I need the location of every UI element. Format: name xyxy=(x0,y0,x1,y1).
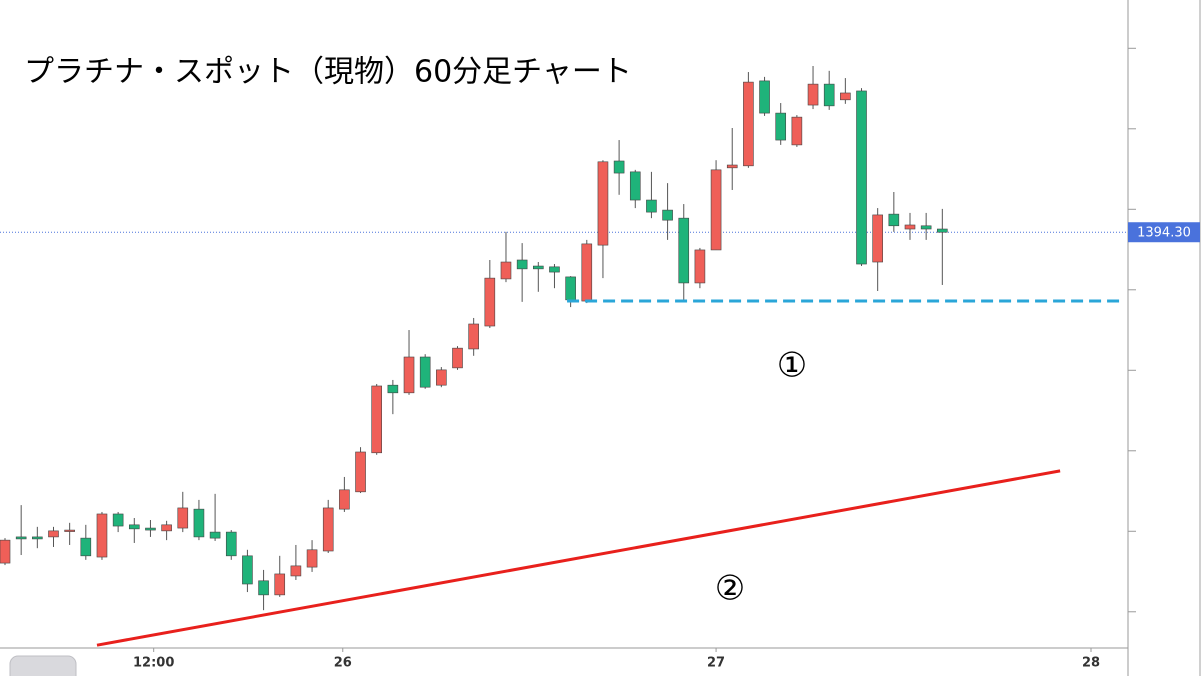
candle-body xyxy=(193,508,205,538)
candle-body xyxy=(710,169,722,251)
candle-body xyxy=(128,524,140,530)
candle-body xyxy=(856,90,867,265)
candle-body xyxy=(290,565,302,577)
candle-body xyxy=(937,228,948,233)
candle-body xyxy=(258,580,269,596)
candle-body xyxy=(840,92,851,101)
candle-body xyxy=(80,537,92,557)
candle-body xyxy=(775,112,787,141)
candle-body xyxy=(387,384,399,394)
candle-body xyxy=(64,529,75,532)
candle-body xyxy=(791,116,803,146)
candle-body xyxy=(872,214,883,263)
candle-body xyxy=(0,539,11,564)
last-price-box xyxy=(1128,222,1200,243)
candle-body xyxy=(500,261,512,280)
candle-body xyxy=(823,83,835,107)
annotation: ② xyxy=(715,569,745,609)
candle-body xyxy=(209,531,221,539)
candle-body xyxy=(613,160,625,174)
candle-body xyxy=(15,536,27,540)
candle-body xyxy=(662,209,673,221)
candle-body xyxy=(629,171,641,201)
candle-body xyxy=(920,225,932,230)
candle-body xyxy=(678,217,690,284)
candle-body xyxy=(743,81,754,167)
candle-body xyxy=(533,265,544,270)
candle-body xyxy=(646,199,657,213)
nav-button[interactable] xyxy=(9,655,77,676)
candle-body xyxy=(888,213,900,227)
candle-body xyxy=(904,224,916,230)
candle-body xyxy=(225,531,237,557)
candle-body xyxy=(145,527,156,531)
candle-body xyxy=(306,549,318,568)
candle-body xyxy=(32,536,43,540)
candle-body xyxy=(436,369,447,386)
candle-body xyxy=(339,489,350,510)
candle-body xyxy=(355,451,366,493)
x-tick-label: 12:00 xyxy=(133,656,174,671)
candle-body xyxy=(807,83,819,106)
x-tick-label: 28 xyxy=(1082,656,1100,671)
candle-body xyxy=(48,530,59,538)
candle-body xyxy=(565,276,576,301)
candle-body xyxy=(371,385,383,454)
candle-body xyxy=(403,356,415,394)
candle-body xyxy=(419,356,431,388)
candle-body xyxy=(322,507,334,552)
last-price-label: 1394.30 xyxy=(1137,226,1191,241)
candle-body xyxy=(177,507,189,529)
candle-body xyxy=(112,513,124,527)
candle-body xyxy=(484,277,496,327)
candle-body xyxy=(759,80,770,114)
x-tick-label: 27 xyxy=(707,656,725,671)
candle-body xyxy=(468,323,479,350)
chart-title: プラチナ・スポット（現物）60分足チャート xyxy=(24,55,632,90)
candle-body xyxy=(581,243,593,302)
candle-body xyxy=(96,513,108,558)
annotation: ① xyxy=(777,346,807,386)
candle-body xyxy=(726,164,738,169)
candle-body xyxy=(597,161,609,246)
candle-body xyxy=(274,573,286,596)
candle-body xyxy=(549,266,560,273)
candle-body xyxy=(694,249,706,284)
candle-body xyxy=(452,347,463,369)
trend-line xyxy=(96,469,1061,647)
candle-body xyxy=(242,555,253,585)
candle-body xyxy=(161,524,172,532)
candle-body xyxy=(516,259,528,270)
plot-area: 12:00 26 27 28 xyxy=(0,47,1136,671)
x-tick-label: 26 xyxy=(334,656,352,671)
